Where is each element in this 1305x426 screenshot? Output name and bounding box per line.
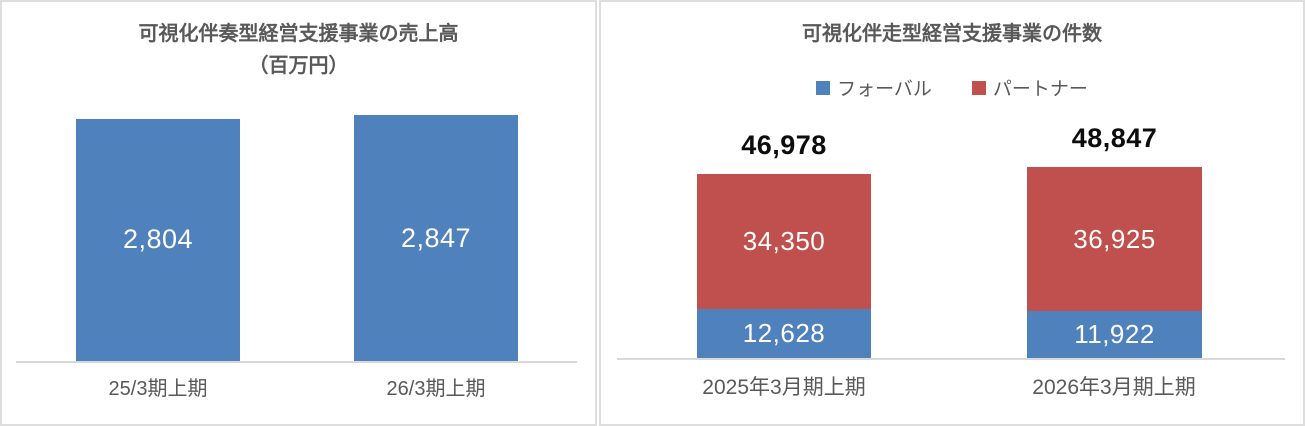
segment-value-label: 11,922 (1074, 319, 1155, 350)
legend: フォーバル パートナー (601, 74, 1303, 101)
count-chart-panel: 可視化伴走型経営支援事業の件数 フォーバル パートナー 46,978 34,35… (599, 0, 1305, 426)
total-gap (697, 161, 871, 174)
bar-26-3-first-half: 2,847 (354, 115, 518, 361)
total-gap (1027, 154, 1202, 167)
x-axis-label-26-3: 26/3期上期 (386, 378, 486, 400)
x-axis-label-2026: 2026年3月期上期 (1032, 376, 1196, 399)
legend-label-forval: フォーバル (837, 79, 932, 100)
x-axis-baseline (617, 358, 1285, 360)
segment-value-label: 12,628 (742, 317, 826, 348)
sales-chart-title: 可視化伴奏型経営支援事業の売上高 （百万円） (2, 18, 595, 82)
segment-value-label: 34,350 (742, 225, 826, 256)
sales-chart-title-line1: 可視化伴奏型経営支援事業の売上高 (138, 23, 459, 45)
total-label-2026: 48,847 (1071, 123, 1158, 154)
legend-item-forval: フォーバル (816, 74, 932, 101)
total-label-2025: 46,978 (741, 130, 827, 161)
bar-25-3-first-half: 2,804 (76, 118, 240, 361)
segment-partner-2025: 34,350 (697, 174, 871, 309)
segment-forval-2026: 11,922 (1027, 311, 1202, 358)
x-axis-label-25-3: 25/3期上期 (108, 378, 208, 400)
stacked-bar-2025: 46,978 34,350 12,628 (697, 130, 871, 358)
sales-chart-panel: 可視化伴奏型経営支援事業の売上高 （百万円） 2,804 2,847 25/3期… (0, 0, 597, 426)
x-axis-label-2025: 2025年3月期上期 (702, 376, 866, 399)
segment-partner-2026: 36,925 (1027, 167, 1202, 312)
x-axis-baseline (16, 361, 577, 363)
segment-value-label: 36,925 (1073, 223, 1156, 254)
legend-item-partner: パートナー (971, 74, 1088, 101)
legend-label-partner: パートナー (992, 79, 1088, 100)
legend-swatch-blue-icon (816, 80, 831, 95)
count-chart-title: 可視化伴走型経営支援事業の件数 (802, 23, 1102, 45)
segment-forval-2025: 12,628 (697, 308, 871, 358)
sales-chart-title-line2: （百万円） (248, 55, 349, 77)
bar-value-label: 2,847 (400, 222, 472, 253)
legend-swatch-red-icon (971, 80, 986, 95)
stacked-bar-2026: 48,847 36,925 11,922 (1027, 123, 1202, 358)
bar-value-label: 2,804 (122, 224, 194, 255)
